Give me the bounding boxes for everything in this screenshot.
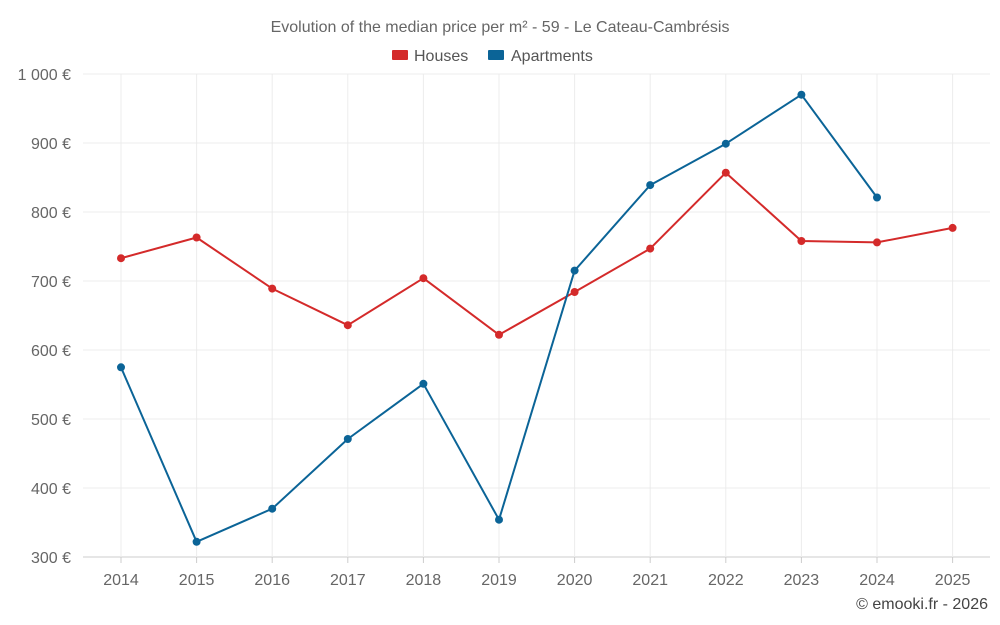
data-point-houses[interactable] <box>873 238 881 247</box>
y-tick-label: 300 € <box>31 550 71 567</box>
y-tick-label: 700 € <box>31 274 71 291</box>
data-point-houses[interactable] <box>797 237 806 245</box>
data-point-houses[interactable] <box>646 244 655 253</box>
y-tick-label: 500 € <box>31 412 71 429</box>
data-point-houses[interactable] <box>268 284 277 293</box>
y-tick-label: 600 € <box>31 343 71 360</box>
data-point-apartments[interactable] <box>343 435 352 443</box>
data-point-apartments[interactable] <box>117 363 125 372</box>
data-point-apartments[interactable] <box>495 515 503 524</box>
series-line-houses <box>120 171 953 336</box>
x-tick-label: 2021 <box>632 572 668 589</box>
y-tick-label: 800 € <box>31 205 71 222</box>
data-point-apartments[interactable] <box>419 379 428 388</box>
x-tick-label: 2017 <box>330 572 366 589</box>
x-tick-label: 2018 <box>406 572 442 589</box>
y-tick-label: 900 € <box>31 136 71 153</box>
chart-title: Evolution of the median price per m² - 5… <box>271 19 730 36</box>
data-point-houses[interactable] <box>495 330 503 339</box>
legend-item-apartments[interactable]: Apartments <box>488 48 593 65</box>
legend-label-houses: Houses <box>414 48 468 65</box>
data-point-houses[interactable] <box>192 233 201 242</box>
data-point-apartments[interactable] <box>570 266 579 275</box>
series <box>117 90 957 546</box>
data-point-houses[interactable] <box>721 168 730 177</box>
y-tick-label: 1 000 € <box>18 67 71 84</box>
grid <box>83 73 990 558</box>
legend-item-houses[interactable]: Houses <box>392 48 468 65</box>
data-point-houses[interactable] <box>948 223 957 232</box>
x-tick-label: 2016 <box>254 572 290 589</box>
data-point-apartments[interactable] <box>721 139 730 148</box>
x-tick-label: 2025 <box>935 572 971 589</box>
legend: Houses Apartments <box>392 48 593 65</box>
data-point-apartments[interactable] <box>192 537 201 546</box>
data-point-houses[interactable] <box>570 288 579 296</box>
x-tick-label: 2020 <box>557 572 593 589</box>
legend-swatch-houses <box>392 50 408 60</box>
x-tick-label: 2023 <box>784 572 820 589</box>
x-tick-label: 2022 <box>708 572 744 589</box>
x-tick-label: 2014 <box>103 572 139 589</box>
x-tick-label: 2015 <box>179 572 215 589</box>
x-tick-label: 2019 <box>481 572 517 589</box>
data-point-apartments[interactable] <box>268 504 277 513</box>
data-point-apartments[interactable] <box>873 193 881 202</box>
legend-swatch-apartments <box>488 50 504 60</box>
x-tick-label: 2024 <box>859 572 895 589</box>
legend-label-apartments: Apartments <box>511 48 593 65</box>
data-point-houses[interactable] <box>419 274 428 283</box>
credit-text: © emooki.fr - 2026 <box>856 596 988 613</box>
y-axis: 300 € 400 € 500 € 600 € 700 € 800 € 900 € 1 000… <box>18 67 71 567</box>
x-axis: 2014 2015 2016 2017 2018 2019 2020 2021 2022 2023… <box>103 557 970 589</box>
data-point-apartments[interactable] <box>797 90 806 99</box>
data-point-houses[interactable] <box>343 321 352 330</box>
y-tick-label: 400 € <box>31 481 71 498</box>
data-point-apartments[interactable] <box>646 181 655 190</box>
data-point-houses[interactable] <box>117 254 125 263</box>
